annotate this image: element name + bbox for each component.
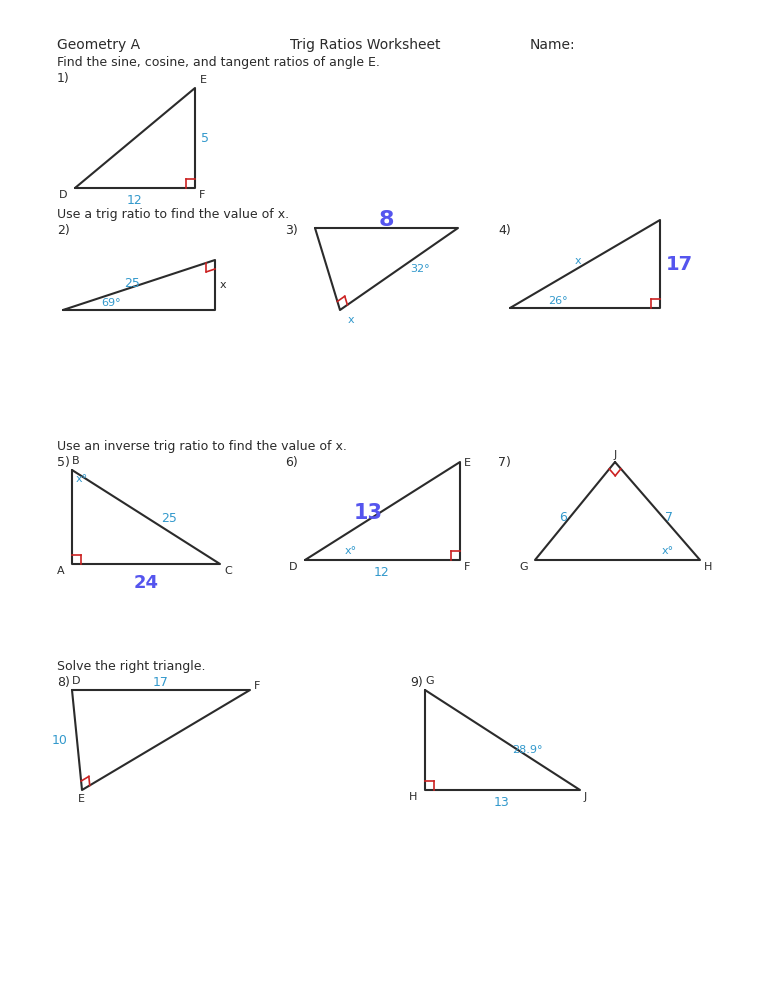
Text: 32°: 32° <box>410 264 429 274</box>
Text: 25: 25 <box>161 512 177 525</box>
Text: 6): 6) <box>285 456 298 469</box>
Text: 13: 13 <box>354 503 383 523</box>
Text: F: F <box>464 562 470 572</box>
Text: x: x <box>220 280 227 290</box>
Text: 12: 12 <box>127 194 143 207</box>
Text: 1): 1) <box>57 72 70 85</box>
Text: C: C <box>224 566 232 576</box>
Text: Solve the right triangle.: Solve the right triangle. <box>57 660 206 673</box>
Text: 13: 13 <box>494 796 510 809</box>
Text: D: D <box>72 676 81 686</box>
Text: 7: 7 <box>665 511 673 524</box>
Text: D: D <box>289 562 297 572</box>
Text: E: E <box>78 794 85 804</box>
Text: 8): 8) <box>57 676 70 689</box>
Text: A: A <box>57 566 65 576</box>
Text: x°: x° <box>76 474 88 484</box>
Text: J: J <box>584 792 588 802</box>
Text: E: E <box>464 458 471 468</box>
Text: 7): 7) <box>498 456 511 469</box>
Text: 9): 9) <box>410 676 422 689</box>
Text: Find the sine, cosine, and tangent ratios of angle E.: Find the sine, cosine, and tangent ratio… <box>57 56 380 69</box>
Text: 3): 3) <box>285 224 298 237</box>
Text: 17: 17 <box>153 676 169 689</box>
Text: x°: x° <box>345 546 357 556</box>
Text: D: D <box>59 190 68 200</box>
Text: Trig Ratios Worksheet: Trig Ratios Worksheet <box>290 38 441 52</box>
Text: F: F <box>199 190 205 200</box>
Text: 2): 2) <box>57 224 70 237</box>
Text: B: B <box>72 456 80 466</box>
Text: Name:: Name: <box>530 38 576 52</box>
Text: 10: 10 <box>52 734 68 746</box>
Text: F: F <box>254 681 260 691</box>
Text: 69°: 69° <box>101 298 121 308</box>
Text: x°: x° <box>662 546 674 556</box>
Text: x: x <box>348 315 355 325</box>
Text: Use a trig ratio to find the value of x.: Use a trig ratio to find the value of x. <box>57 208 289 221</box>
Text: H: H <box>409 792 417 802</box>
Text: 25: 25 <box>124 277 140 290</box>
Text: 8: 8 <box>379 210 394 230</box>
Text: J: J <box>614 450 617 460</box>
Text: 5): 5) <box>57 456 70 469</box>
Text: x: x <box>575 256 581 266</box>
Text: 4): 4) <box>498 224 511 237</box>
Text: 28.9°: 28.9° <box>512 745 542 755</box>
Text: 12: 12 <box>374 566 390 579</box>
Text: G: G <box>425 676 434 686</box>
Text: E: E <box>200 75 207 85</box>
Text: 17: 17 <box>666 254 694 273</box>
Text: 5: 5 <box>201 131 209 144</box>
Text: 24: 24 <box>134 574 158 592</box>
Text: Geometry A: Geometry A <box>57 38 140 52</box>
Text: 26°: 26° <box>548 296 568 306</box>
Text: G: G <box>519 562 528 572</box>
Text: H: H <box>704 562 713 572</box>
Text: Use an inverse trig ratio to find the value of x.: Use an inverse trig ratio to find the va… <box>57 440 347 453</box>
Text: 6: 6 <box>559 511 567 524</box>
